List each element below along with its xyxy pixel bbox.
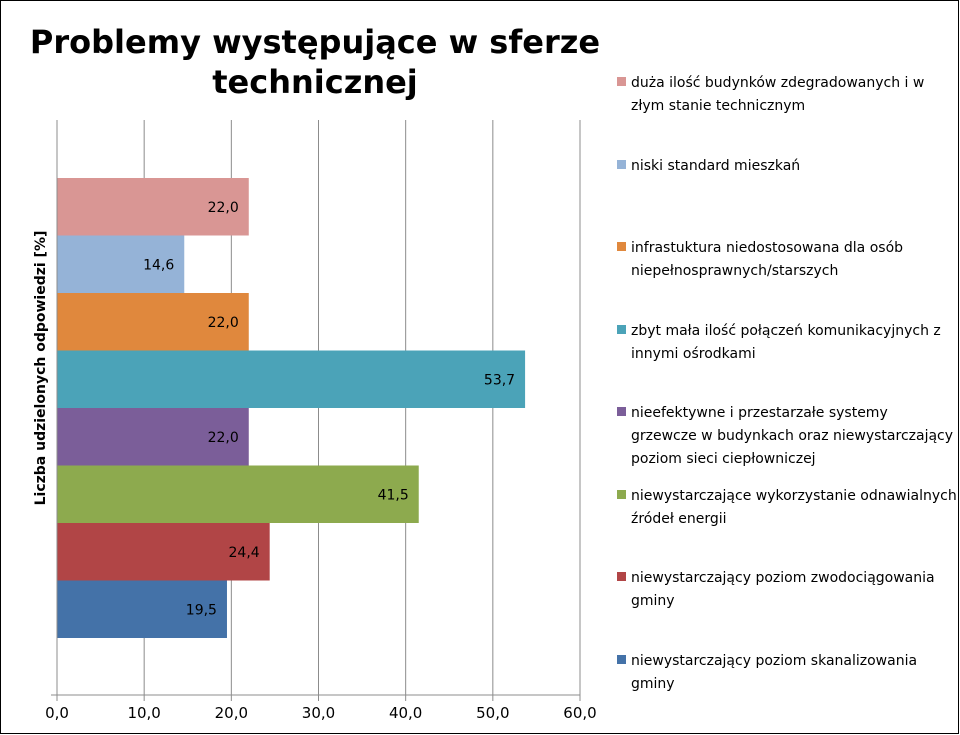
x-tick-label: 0,0 [45,704,69,722]
legend-swatch [617,77,626,86]
bar-value-label: 53,7 [484,372,515,388]
x-tick-label: 20,0 [215,704,248,722]
legend-label: infrastuktura niedostosowana dla osób ni… [631,240,904,279]
x-tick-label: 60,0 [563,704,596,722]
bar [57,293,249,351]
legend-swatch [617,572,626,581]
legend-label: niewystarczający poziom zwodociągowania … [631,570,935,609]
bar [57,235,185,293]
legend-swatch [617,242,626,251]
bar [57,523,270,581]
bar [57,350,526,408]
legend-label: duża ilość budynków zdegradowanych i w z… [631,75,925,114]
bar [57,178,249,236]
legend-label: niewystarczający poziom skanalizowania g… [631,652,918,692]
legend-label: niski standard mieszkań [631,157,801,174]
bar-value-label: 41,5 [378,487,409,503]
bar-value-label: 19,5 [186,602,217,618]
chart-title: Problemy występujące w sferze techniczne… [0,22,630,102]
x-tick-label: 10,0 [127,704,160,722]
bar-value-label: 14,6 [143,257,174,273]
x-tick-label: 40,0 [389,704,422,722]
legend-swatch [617,654,626,664]
chart-title-line-2: technicznej [212,63,418,101]
chart-title-line-1: Problemy występujące w sferze [29,23,601,61]
x-tick-label: 30,0 [302,704,335,722]
bar-value-label: 22,0 [208,315,239,331]
legend-swatch [617,489,626,499]
legend-swatch [617,324,626,334]
legend-label: nieefektywne i przestarzałe systemy grze… [631,405,954,467]
x-tick-label: 50,0 [476,704,509,722]
bar-value-label: 22,0 [208,430,239,446]
bar-value-label: 24,4 [229,545,260,561]
bar [57,580,227,638]
bar [57,408,249,466]
bar-value-label: 22,0 [208,200,239,216]
legend-swatch [617,407,626,416]
legend-label: zbyt mała ilość połączeń komunikacyjnych… [631,322,941,362]
bar [57,465,419,523]
legend-swatch [617,159,626,169]
legend-label: niewystarczające wykorzystanie odnawialn… [631,487,957,527]
